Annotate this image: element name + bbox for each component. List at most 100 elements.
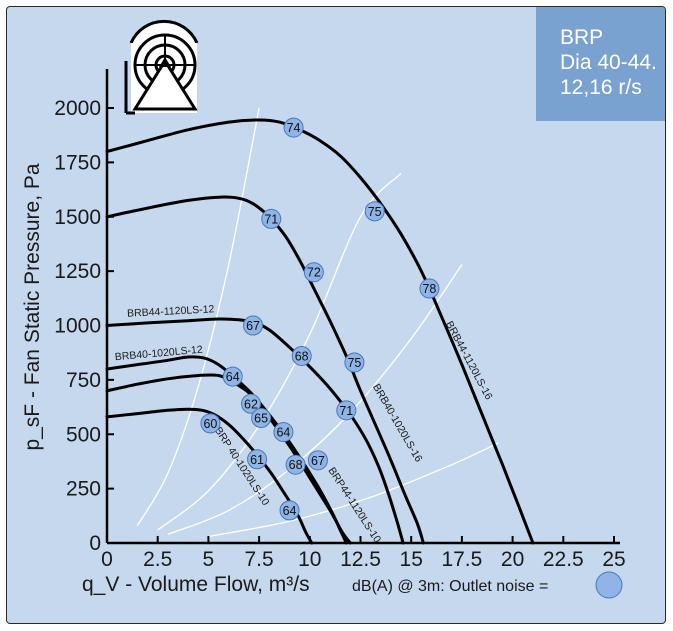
curve-label-4: BRB40-1020LS-16 xyxy=(370,382,425,464)
noise-marker-label: 72 xyxy=(307,266,321,280)
y-tick-label: 1250 xyxy=(54,260,101,283)
x-tick-label: 22.5 xyxy=(543,548,584,571)
noise-marker-label: 62 xyxy=(244,397,258,411)
noise-marker-label: 71 xyxy=(264,212,278,226)
noise-marker-dot xyxy=(364,201,385,222)
noise-marker: 62 xyxy=(240,393,261,414)
noise-marker-dot xyxy=(283,117,304,138)
noise-marker: 78 xyxy=(419,278,440,299)
y-tick-label: 250 xyxy=(66,478,101,501)
x-tick-label: 7.5 xyxy=(244,548,273,571)
y-tick-label: 2000 xyxy=(54,97,101,120)
curve-label-6: BRB44-1120LS-16 xyxy=(443,319,495,402)
noise-marker: 67 xyxy=(307,450,328,471)
x-tick-label: 25 xyxy=(602,548,625,571)
noise-marker-label: 60 xyxy=(203,417,217,431)
noise-marker-label: 61 xyxy=(250,453,264,467)
x-tick-label: 20 xyxy=(501,548,524,571)
x-tick-label: 10 xyxy=(298,548,321,571)
noise-marker-dot xyxy=(240,393,261,414)
noise-marker: 71 xyxy=(336,400,357,421)
noise-marker: 68 xyxy=(285,454,306,475)
noise-marker: 64 xyxy=(279,500,300,521)
noise-legend-text: dB(A) @ 3m: Outlet noise = xyxy=(352,578,548,595)
noise-marker-dot xyxy=(200,413,221,434)
badge-speed: 12,16 r/s xyxy=(560,76,642,99)
x-tick-label: 5 xyxy=(203,548,215,571)
noise-marker-dot xyxy=(303,262,324,283)
y-tick-label: 0 xyxy=(89,532,101,555)
noise-marker-dot xyxy=(285,454,306,475)
noise-marker-dot xyxy=(419,278,440,299)
curve-label-5: BRP44-1120LS-10 xyxy=(326,465,384,545)
noise-markers: 74 75 78 71 72 75 67 68 71 64 64 67 62 68 60 65 61 64 xyxy=(200,117,440,521)
series-badge: BRP Dia 40-44. 12,16 r/s xyxy=(536,7,665,121)
noise-legend: dB(A) @ 3m: Outlet noise = xyxy=(352,571,623,599)
noise-marker-label: 68 xyxy=(295,349,309,363)
noise-marker-dot xyxy=(247,449,268,470)
fan-curves xyxy=(105,118,535,545)
noise-marker-label: 65 xyxy=(254,411,268,425)
noise-marker-dot xyxy=(251,407,272,428)
noise-legend-marker xyxy=(595,571,623,599)
noise-marker-label: 75 xyxy=(347,356,361,370)
system-curve-4 xyxy=(208,442,499,538)
noise-marker: 71 xyxy=(261,208,282,229)
noise-marker-label: 67 xyxy=(246,319,260,333)
noise-marker: 75 xyxy=(364,201,385,222)
noise-marker-dot xyxy=(344,352,365,373)
noise-marker-label: 64 xyxy=(283,504,297,518)
system-curve-1 xyxy=(136,107,260,526)
y-tick-label: 1000 xyxy=(54,315,101,338)
noise-marker-label: 64 xyxy=(226,370,240,384)
badge-model: BRP xyxy=(560,26,604,49)
y-tick-label: 1500 xyxy=(54,206,101,229)
curve-label-1: BRB44-1120LS-12 xyxy=(127,303,215,320)
noise-marker-label: 75 xyxy=(368,205,382,219)
fan-housing-icon xyxy=(124,19,199,115)
y-tick-label: 500 xyxy=(66,423,101,446)
noise-marker-label: 78 xyxy=(422,282,436,296)
noise-marker: 61 xyxy=(247,449,268,470)
noise-marker: 65 xyxy=(251,407,272,428)
x-tick-label: 2.5 xyxy=(143,548,172,571)
y-tick-label: 750 xyxy=(66,369,101,392)
x-tick-label: 17.5 xyxy=(441,548,482,571)
noise-marker-dot xyxy=(336,400,357,421)
system-curve-2 xyxy=(157,172,402,531)
y-tick-label: 1750 xyxy=(54,151,101,174)
x-tick-label: 15 xyxy=(400,548,423,571)
noise-marker: 64 xyxy=(273,422,294,443)
noise-marker-label: 74 xyxy=(287,121,301,135)
noise-marker: 74 xyxy=(283,117,304,138)
badge-diameter: Dia 40-44. xyxy=(560,51,657,74)
noise-marker-label: 64 xyxy=(276,426,290,440)
noise-marker: 68 xyxy=(291,345,312,366)
chart-frame: BRB44-1120LS-12 BRB40-1020LS-12 BRP 40-102… xyxy=(6,6,666,624)
y-axis-title: p_sF - Fan Static Pressure, Pa xyxy=(21,163,44,450)
noise-marker-dot xyxy=(307,450,328,471)
x-tick-label: 0 xyxy=(101,548,113,571)
noise-marker: 64 xyxy=(222,366,243,387)
noise-marker: 75 xyxy=(344,352,365,373)
x-tick-label: 12.5 xyxy=(340,548,381,571)
noise-marker-label: 68 xyxy=(289,458,303,472)
noise-marker: 67 xyxy=(243,315,264,336)
axes: 0 2.5 5 7.5 10 12.5 15 17.5 20 22.5 25025050075010… xyxy=(21,69,626,599)
noise-marker: 72 xyxy=(303,262,324,283)
noise-marker-dot xyxy=(291,345,312,366)
noise-marker: 60 xyxy=(200,413,221,434)
system-curves xyxy=(136,107,499,538)
noise-marker-dot xyxy=(243,315,264,336)
noise-marker-dot xyxy=(279,500,300,521)
noise-marker-label: 71 xyxy=(339,404,353,418)
system-curve-3 xyxy=(167,264,463,535)
x-axis-title: q_V - Volume Flow, m³/s xyxy=(82,573,310,596)
noise-marker-dot xyxy=(261,208,282,229)
noise-marker-dot xyxy=(273,422,294,443)
noise-marker-dot xyxy=(222,366,243,387)
fan-curve-1 xyxy=(105,118,535,545)
noise-marker-label: 67 xyxy=(311,454,325,468)
